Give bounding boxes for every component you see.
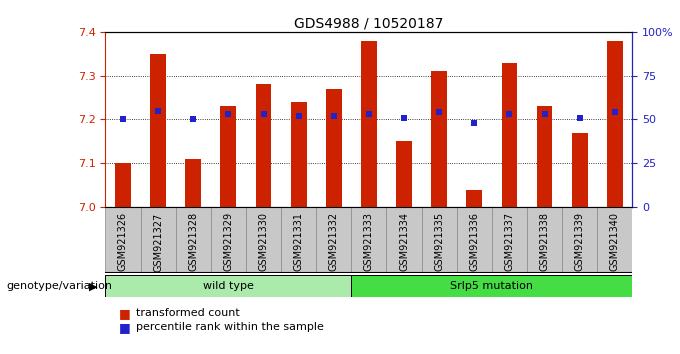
Bar <box>256 85 271 207</box>
Text: GSM921338: GSM921338 <box>539 212 549 271</box>
Text: GSM921335: GSM921335 <box>434 212 444 272</box>
Bar <box>220 106 236 207</box>
Text: GSM921332: GSM921332 <box>328 212 339 272</box>
Text: GSM921331: GSM921331 <box>294 212 304 271</box>
Bar <box>115 163 131 207</box>
Text: GSM921334: GSM921334 <box>399 212 409 271</box>
Text: GSM921327: GSM921327 <box>153 212 163 272</box>
Bar <box>246 207 281 273</box>
Bar <box>537 106 552 207</box>
Bar <box>352 207 386 273</box>
Bar <box>562 207 597 273</box>
Bar <box>281 207 316 273</box>
Bar <box>141 207 175 273</box>
Bar <box>597 207 632 273</box>
Text: transformed count: transformed count <box>136 308 240 318</box>
Text: GSM921328: GSM921328 <box>188 212 199 272</box>
Text: genotype/variation: genotype/variation <box>7 281 113 291</box>
Title: GDS4988 / 10520187: GDS4988 / 10520187 <box>294 17 443 31</box>
Bar <box>211 207 246 273</box>
Bar <box>396 141 412 207</box>
Text: GSM921330: GSM921330 <box>258 212 269 271</box>
Bar <box>291 102 307 207</box>
Bar <box>175 207 211 273</box>
Bar <box>386 207 422 273</box>
Bar <box>105 207 141 273</box>
Bar <box>502 63 517 207</box>
Text: ■: ■ <box>119 307 131 320</box>
Bar <box>186 159 201 207</box>
Text: Srlp5 mutation: Srlp5 mutation <box>450 281 533 291</box>
Text: GSM921336: GSM921336 <box>469 212 479 271</box>
Bar <box>457 207 492 273</box>
Bar <box>527 207 562 273</box>
Bar <box>466 190 482 207</box>
Bar <box>431 71 447 207</box>
Bar <box>422 207 457 273</box>
Bar <box>105 275 352 297</box>
Text: GSM921333: GSM921333 <box>364 212 374 271</box>
Bar <box>492 207 527 273</box>
Text: ■: ■ <box>119 321 131 334</box>
Text: GSM921339: GSM921339 <box>575 212 585 271</box>
Bar <box>316 207 352 273</box>
Bar <box>150 54 166 207</box>
Text: GSM921340: GSM921340 <box>610 212 620 271</box>
Text: ▶: ▶ <box>88 281 97 291</box>
Text: GSM921326: GSM921326 <box>118 212 128 272</box>
Bar <box>572 133 588 207</box>
Text: percentile rank within the sample: percentile rank within the sample <box>136 322 324 332</box>
Bar <box>607 41 623 207</box>
Bar <box>352 275 632 297</box>
Bar <box>361 41 377 207</box>
Text: GSM921329: GSM921329 <box>223 212 233 272</box>
Text: wild type: wild type <box>203 281 254 291</box>
Text: GSM921337: GSM921337 <box>505 212 515 272</box>
Bar <box>326 89 341 207</box>
